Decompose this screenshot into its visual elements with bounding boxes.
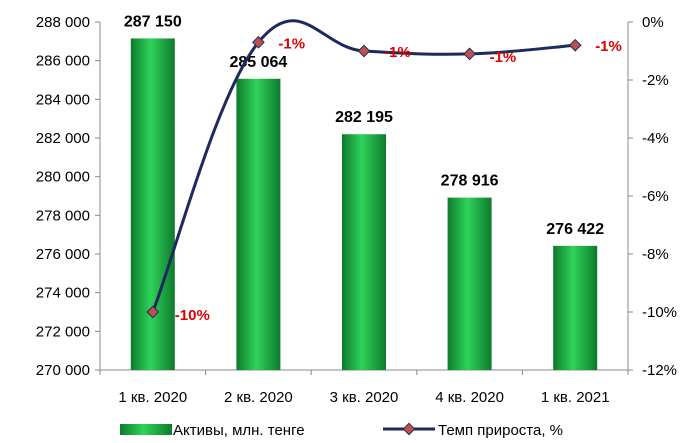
category-label: 1 кв. 2021 [541, 389, 610, 406]
growth-point-label: -1% [278, 35, 305, 52]
category-label: 3 кв. 2020 [330, 389, 399, 406]
growth-point-label: -10% [175, 307, 210, 324]
bar [130, 38, 175, 370]
left-tick-label: 288 000 [36, 14, 90, 31]
growth-point-marker [146, 305, 160, 319]
bar [236, 78, 281, 370]
legend-bar-label: Активы, млн. тенге [173, 422, 305, 439]
category-label: 2 кв. 2020 [224, 389, 293, 406]
category-label: 1 кв. 2020 [118, 389, 187, 406]
growth-point-label: -1% [384, 44, 411, 61]
growth-point-marker [357, 44, 371, 58]
left-tick-label: 280 000 [36, 169, 90, 186]
left-tick-label: 272 000 [36, 323, 90, 340]
left-tick-label: 278 000 [36, 207, 90, 224]
legend: Активы, млн. тенге Темп прироста, % [120, 422, 563, 439]
bar-value-label: 276 422 [546, 221, 604, 238]
right-tick-label: -10% [642, 304, 677, 321]
right-tick-label: -2% [642, 72, 669, 89]
right-tick-label: 0% [642, 14, 664, 31]
bar-value-label: 282 195 [335, 109, 393, 126]
left-tick-label: 286 000 [36, 53, 90, 70]
axes: 270 000 272 000 274 000 276 000 278 000 280 0… [36, 14, 677, 379]
bar [342, 134, 386, 370]
right-tick-label: -8% [642, 246, 669, 263]
growth-point-marker [463, 47, 476, 61]
category-label: 4 кв. 2020 [435, 389, 504, 406]
legend-line-marker [402, 422, 416, 436]
growth-point-label: -1% [595, 38, 622, 55]
left-tick-label: 270 000 [36, 362, 90, 379]
bar [447, 197, 492, 370]
growth-point-label: -1% [490, 49, 517, 66]
bar-value-label: 278 916 [441, 173, 499, 190]
category-labels: 1 кв. 2020 2 кв. 2020 3 кв. 2020 4 кв. 2020… [118, 389, 609, 406]
bar-value-label: 285 064 [229, 54, 287, 71]
left-tick-label: 274 000 [36, 285, 90, 302]
legend-bar-swatch [120, 424, 172, 435]
growth-line [151, 19, 576, 313]
growth-line-layer: -10% -1% -1% -1% -1% [146, 19, 622, 324]
growth-point-marker [568, 38, 582, 52]
bar [553, 245, 598, 370]
legend-line-label: Темп прироста, % [438, 422, 563, 439]
left-tick-label: 276 000 [36, 246, 90, 263]
left-tick-label: 284 000 [36, 91, 90, 108]
right-tick-label: -6% [642, 188, 669, 205]
right-tick-label: -4% [642, 130, 669, 147]
bar-value-label: 287 150 [124, 13, 182, 30]
growth-point-marker [252, 35, 265, 49]
left-tick-label: 282 000 [36, 130, 90, 147]
right-tick-label: -12% [642, 362, 677, 379]
